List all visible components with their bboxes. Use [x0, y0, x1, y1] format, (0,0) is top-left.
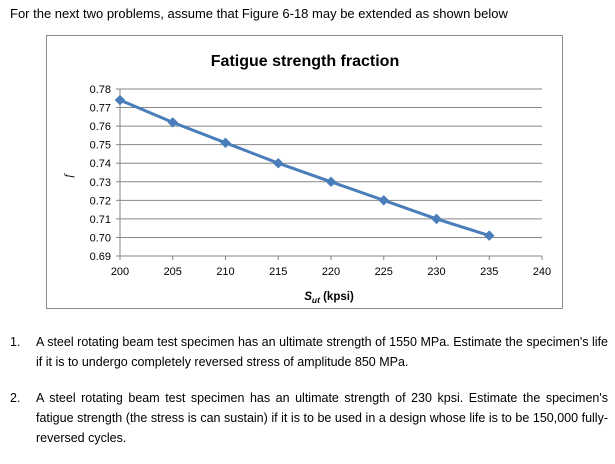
data-point-marker — [483, 230, 495, 241]
problem-item: 2. A steel rotating beam test specimen h… — [10, 388, 608, 448]
data-point-marker — [114, 94, 126, 106]
y-tick-label: 0.77 — [90, 103, 111, 115]
x-axis-label-sub: ut — [312, 295, 321, 305]
y-tick-label: 0.71 — [90, 214, 111, 226]
x-axis-label-rest: (kpsi) — [320, 291, 354, 303]
y-tick-label: 0.76 — [90, 121, 111, 133]
problem-list: 1. A steel rotating beam test specimen h… — [10, 332, 608, 464]
y-axis-label: f — [61, 173, 75, 178]
x-tick-label: 225 — [375, 266, 393, 278]
data-point-marker — [220, 137, 231, 149]
line-chart: Fatigue strength fraction 0.78 0.77 0.76 0.… — [61, 53, 551, 305]
data-point-marker — [378, 194, 390, 206]
problem-text: A steel rotating beam test specimen has … — [36, 391, 608, 445]
series-line — [119, 98, 490, 238]
x-tick-label: 220 — [322, 266, 340, 278]
data-point-marker — [272, 157, 284, 169]
x-tick-label: 210 — [216, 266, 234, 278]
x-tick-label: 200 — [111, 266, 129, 278]
data-point-marker — [325, 176, 337, 188]
intro-text: For the next two problems, assume that F… — [10, 6, 508, 21]
x-tick-label: 235 — [480, 266, 498, 278]
problem-text: A steel rotating beam test specimen has … — [36, 335, 608, 369]
x-axis-label: Sut (kpsi) — [304, 291, 354, 305]
y-tick-label: 0.69 — [90, 251, 111, 263]
y-tick-label: 0.74 — [90, 158, 111, 170]
y-tick-label: 0.72 — [90, 195, 111, 207]
problem-number: 2. — [10, 391, 21, 405]
y-tick-label: 0.75 — [90, 140, 111, 152]
x-axis-label-main: S — [304, 291, 312, 303]
x-tick-label: 240 — [533, 266, 551, 278]
chart-title: Fatigue strength fraction — [211, 53, 399, 70]
y-tick-label: 0.78 — [90, 84, 111, 96]
problem-item: 1. A steel rotating beam test specimen h… — [10, 332, 608, 372]
problem-number: 1. — [10, 335, 21, 349]
x-tick-label: 230 — [427, 266, 445, 278]
y-tick-label: 0.70 — [90, 232, 111, 244]
chart-container: Fatigue strength fraction 0.78 0.77 0.76 0.… — [46, 35, 563, 309]
data-point-marker — [431, 213, 442, 225]
y-tick-label: 0.73 — [90, 177, 111, 189]
x-tick-label: 215 — [269, 266, 287, 278]
data-point-marker — [167, 117, 179, 128]
x-tick-label: 205 — [164, 266, 182, 278]
